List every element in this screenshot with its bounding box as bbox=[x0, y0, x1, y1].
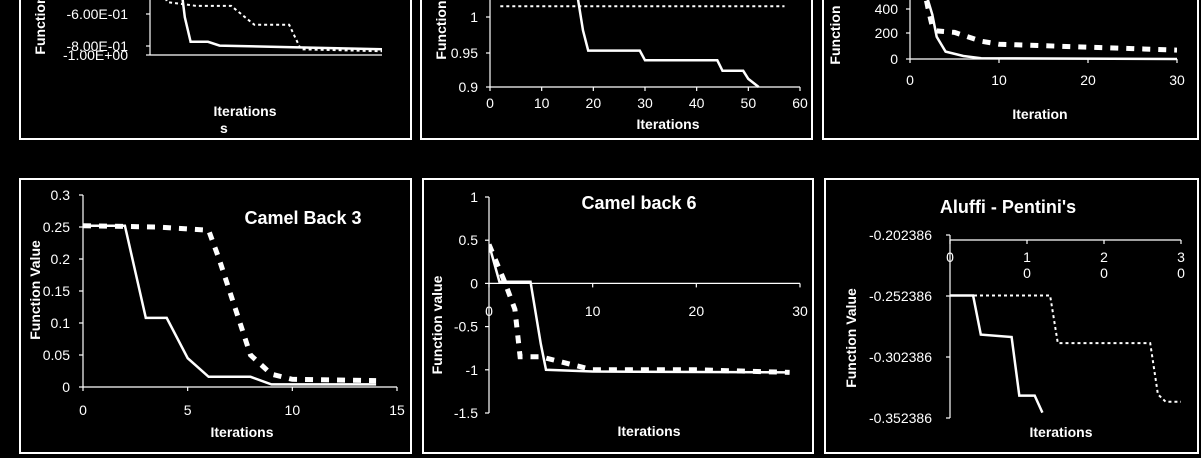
y-axis-title: Function bbox=[433, 0, 449, 59]
y-tick-label: -1 bbox=[466, 362, 479, 378]
panel-frame bbox=[824, 178, 1199, 454]
chart-title: Camel Back 3 bbox=[244, 208, 361, 228]
y-tick-label: -0.5 bbox=[454, 319, 478, 335]
x-tick-label: 0 bbox=[906, 72, 914, 88]
series-line-dashed bbox=[489, 243, 790, 375]
y-tick-label: 0.1 bbox=[51, 315, 71, 331]
panel-frame bbox=[420, 0, 813, 140]
x-tick-label: 40 bbox=[689, 95, 705, 111]
y-tick-label: 0.9 bbox=[459, 79, 479, 95]
x-tick-label: 30 bbox=[637, 95, 653, 111]
chart-panel-2: 1 0.95 0.9 0 10 20 30 40 50 60 Iterations Function bbox=[420, 0, 813, 140]
series-line-dashed bbox=[923, 0, 1177, 53]
x-axis-title: Iteration bbox=[1012, 106, 1067, 122]
x-tick-label: 10 bbox=[585, 303, 601, 319]
series-line-dashed bbox=[83, 223, 377, 384]
y-tick-label: -0.302386 bbox=[869, 349, 932, 365]
y-axis-title: Function bbox=[32, 0, 48, 55]
chart-panel-5: 1 0.5 0 -0.5 -1 -1.5 0 10 20 30 Iterations Function… bbox=[422, 178, 814, 454]
x-axis-title: Iterations bbox=[1029, 424, 1092, 440]
y-axis-title: Function bbox=[827, 5, 843, 64]
y-tick-label: 0.05 bbox=[43, 347, 70, 363]
y-tick-label: -8.00E-01 bbox=[67, 38, 129, 54]
x-tick-label: 0 bbox=[946, 249, 954, 265]
x-tick-label: 10 bbox=[991, 72, 1007, 88]
chart-title: Aluffi - Pentini's bbox=[940, 197, 1076, 217]
y-tick-label: 1 bbox=[470, 189, 478, 205]
series-line-solid bbox=[83, 224, 377, 386]
y-tick-label: -0.202386 bbox=[869, 227, 932, 243]
x-tick-label: 60 bbox=[792, 95, 808, 111]
y-tick-label: 0 bbox=[62, 379, 70, 395]
x-tick-label: 1 bbox=[1023, 249, 1031, 265]
series-line-solid bbox=[576, 0, 760, 88]
x-tick-label: 20 bbox=[1080, 72, 1096, 88]
y-tick-label: 0 bbox=[890, 51, 898, 67]
x-axis-title: Iterations bbox=[617, 423, 680, 439]
x-tick-label: 0 bbox=[1177, 265, 1185, 281]
series-line-solid bbox=[489, 244, 790, 374]
y-tick-label: -1.5 bbox=[454, 405, 478, 421]
y-tick-label: 0.2 bbox=[51, 251, 71, 267]
series-line-dotted bbox=[165, 0, 382, 53]
chart-panel-4: 0.3 0.25 0.2 0.15 0.1 0.05 00 5 10 15 Iterations Fu… bbox=[19, 178, 412, 454]
x-tick-label: 5 bbox=[184, 402, 192, 418]
y-axis-title: Function value bbox=[429, 275, 445, 374]
y-axis-title: Function Value bbox=[843, 288, 859, 388]
chart-title: Camel back 6 bbox=[581, 193, 696, 213]
x-tick-label: 0 bbox=[486, 95, 494, 111]
x-tick-label: 0 bbox=[1100, 265, 1108, 281]
panel-frame bbox=[422, 178, 814, 454]
y-tick-label: -6.00E-01 bbox=[67, 6, 129, 22]
x-tick-label: 30 bbox=[792, 303, 808, 319]
y-tick-label: 0 bbox=[470, 275, 478, 291]
y-tick-label: 0.15 bbox=[43, 283, 70, 299]
y-tick-label: -0.352386 bbox=[869, 410, 932, 426]
x-tick-label: 3 bbox=[1177, 249, 1185, 265]
x-tick-label: 50 bbox=[741, 95, 757, 111]
series-line-solid bbox=[181, 0, 382, 51]
x-axis-title: Iterations bbox=[636, 116, 699, 132]
panel-frame bbox=[822, 0, 1199, 140]
series-line-solid bbox=[926, 0, 1177, 61]
x-tick-label: 20 bbox=[586, 95, 602, 111]
x-tick-label: 20 bbox=[689, 303, 705, 319]
chart-panel-3: 400 200 00 10 20 30 Iteration Function bbox=[822, 0, 1199, 140]
x-tick-label: 10 bbox=[285, 402, 301, 418]
x-tick-label: 2 bbox=[1100, 249, 1108, 265]
y-tick-label: -1.00E+00 bbox=[63, 47, 128, 63]
x-axis-title: Iterations bbox=[213, 103, 276, 119]
x-tick-label: 30 bbox=[1169, 72, 1185, 88]
y-tick-label: 400 bbox=[875, 1, 899, 17]
y-tick-label: 0.25 bbox=[43, 219, 70, 235]
x-axis-title-wrap: s bbox=[220, 120, 228, 136]
y-tick-label: 0.5 bbox=[459, 232, 479, 248]
panel-frame bbox=[19, 0, 412, 140]
series-line-dotted bbox=[950, 294, 1181, 403]
y-tick-label: -0.252386 bbox=[869, 288, 932, 304]
x-tick-label: 15 bbox=[389, 402, 405, 418]
y-tick-label: 1 bbox=[470, 9, 478, 25]
x-axis-title: Iterations bbox=[210, 424, 273, 440]
series-line-solid bbox=[950, 294, 1044, 414]
y-axis-title: Function Value bbox=[27, 240, 43, 340]
x-tick-label: 0 bbox=[79, 402, 87, 418]
y-tick-label: 0.3 bbox=[51, 187, 71, 203]
y-tick-label: 200 bbox=[875, 25, 899, 41]
panel-frame bbox=[19, 178, 412, 454]
x-tick-label: 0 bbox=[1023, 265, 1031, 281]
y-tick-label: 0.95 bbox=[451, 45, 478, 61]
x-tick-label: 10 bbox=[534, 95, 550, 111]
x-tick-label: 0 bbox=[485, 303, 493, 319]
